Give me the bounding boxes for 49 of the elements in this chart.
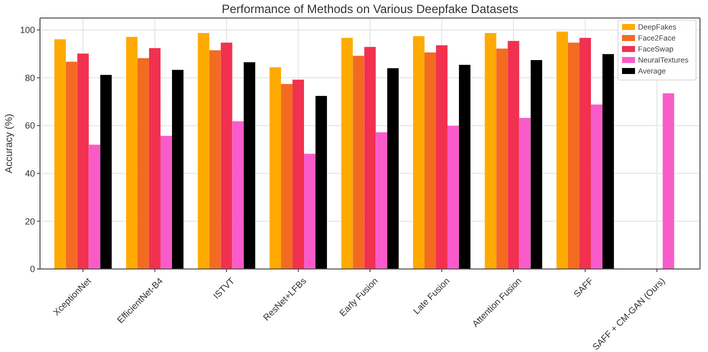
bar [519,118,531,269]
y-tick-label: 60 [24,120,35,131]
y-tick-label: 80 [24,72,35,83]
bar [447,126,459,269]
bar [54,39,66,269]
bar [160,136,172,269]
bar [341,38,353,269]
bar [270,67,282,269]
y-axis-title: Accuracy (%) [4,114,15,174]
bar [590,104,602,269]
y-tick-label: 100 [20,25,35,36]
bar [364,46,376,269]
bar [662,93,674,269]
y-tick-label: 40 [24,168,35,179]
bar [352,56,364,269]
bar [315,96,327,269]
bar [88,144,100,269]
bar [66,62,78,269]
bar [484,33,496,269]
bar [149,48,161,269]
bar [376,132,388,269]
y-tick-label: 0 [30,264,35,274]
bar [508,40,520,269]
bar [292,80,304,269]
bar [172,70,184,269]
bar [496,48,508,269]
bar [602,54,614,269]
bar [209,50,221,269]
bar [413,36,425,269]
bar [232,121,244,269]
bar [530,60,542,269]
bar [568,42,580,269]
bar [458,64,470,269]
bar [556,32,568,269]
bar [77,54,89,269]
bar [138,58,150,269]
y-tick-label: 20 [24,216,35,226]
bar [220,42,232,269]
bar [198,33,210,269]
bar [100,74,112,269]
bar [281,84,293,269]
bar [424,52,436,269]
bar [579,38,591,269]
chart-title: Performance of Methods on Various Deepfake Datasets [222,2,518,16]
bar [304,154,316,269]
bar [126,36,138,269]
bar [436,45,448,269]
bar [244,62,256,269]
bar [387,68,399,269]
